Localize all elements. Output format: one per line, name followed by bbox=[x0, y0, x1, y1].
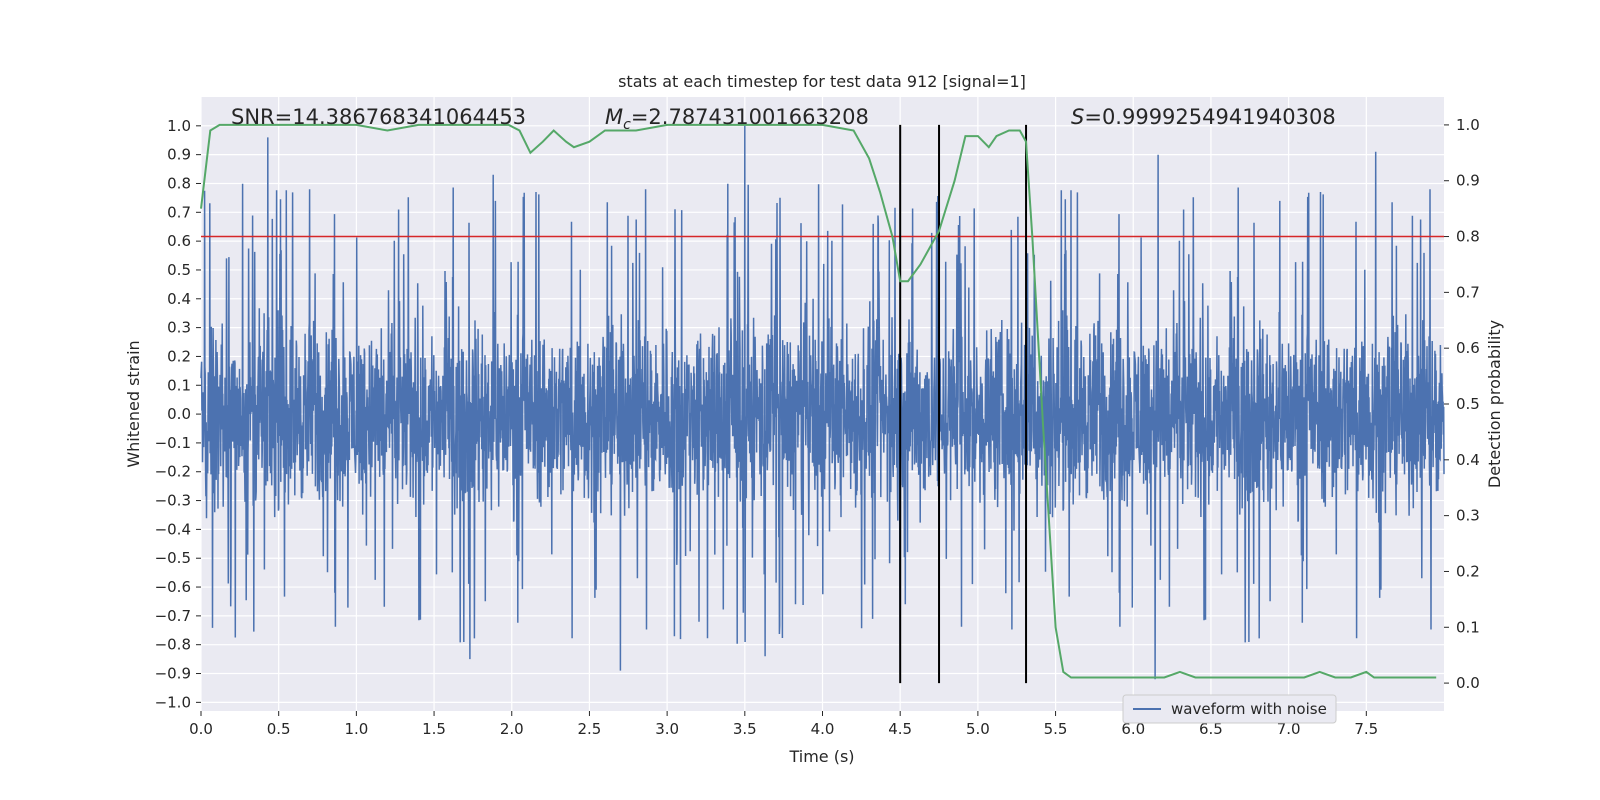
s-symbol: S bbox=[1071, 105, 1084, 129]
y-tick-label: 0.3 bbox=[167, 319, 191, 337]
y-tick-label: −0.5 bbox=[155, 549, 191, 567]
x-axis-label: Time (s) bbox=[788, 747, 854, 766]
y-tick-label: 0.6 bbox=[167, 232, 191, 250]
legend-label: waveform with noise bbox=[1171, 700, 1327, 718]
y-tick-label: 0.5 bbox=[167, 261, 191, 279]
y-right-tick-label: 0.0 bbox=[1456, 674, 1480, 692]
legend-box bbox=[1122, 694, 1337, 724]
x-tick-label: 4.5 bbox=[888, 720, 912, 738]
chirp-mass-value: =2.787431001663208 bbox=[631, 105, 869, 129]
x-tick-label: 2.5 bbox=[578, 720, 602, 738]
s-value: =0.9999254941940308 bbox=[1084, 105, 1335, 129]
y-right-tick-label: 1.0 bbox=[1456, 116, 1480, 134]
y-right-tick-label: 0.5 bbox=[1456, 395, 1480, 413]
x-tick-label: 3.5 bbox=[733, 720, 757, 738]
y-right-tick-label: 0.9 bbox=[1456, 172, 1480, 190]
y-right-tick-label: 0.8 bbox=[1456, 228, 1480, 246]
x-tick-label: 2.0 bbox=[500, 720, 524, 738]
waveform-line bbox=[200, 125, 1445, 680]
x-tick-label: 1.5 bbox=[422, 720, 446, 738]
x-tick-label: 4.0 bbox=[811, 720, 835, 738]
chart-title: stats at each timestep for test data 912… bbox=[618, 72, 1026, 91]
y-tick-label: −0.7 bbox=[155, 607, 191, 625]
x-tick-label: 0.0 bbox=[189, 720, 213, 738]
y-tick-label: 0.7 bbox=[167, 203, 191, 221]
y-axis-left: −1.0 −0.9 −0.8 −0.7 −0.6 −0.5 −0.4 −0.3 −0.2 −0.1… bbox=[155, 117, 201, 711]
y-tick-label: −0.8 bbox=[155, 636, 191, 654]
x-tick-label: 0.5 bbox=[267, 720, 291, 738]
y-tick-label: 0.1 bbox=[167, 376, 191, 394]
x-axis: 0.0 0.5 1.0 1.5 2.0 2.5 3.0 3.5 4.0 4.5 5.0 5.5 6.0 6… bbox=[189, 711, 1378, 738]
x-tick-label: 7.0 bbox=[1277, 720, 1301, 738]
y-tick-label: −0.9 bbox=[155, 665, 191, 683]
x-tick-label: 6.0 bbox=[1121, 720, 1145, 738]
y-tick-label: −0.6 bbox=[155, 578, 191, 596]
chirp-mass-symbol: M bbox=[605, 105, 623, 129]
y-tick-label: 1.0 bbox=[167, 117, 191, 135]
y-tick-label: −1.0 bbox=[155, 693, 191, 711]
x-tick-label: 3.0 bbox=[655, 720, 679, 738]
x-tick-label: 6.5 bbox=[1199, 720, 1223, 738]
y-right-tick-label: 0.2 bbox=[1456, 562, 1480, 580]
overlay-layer bbox=[200, 123, 1444, 684]
x-tick-label: 5.5 bbox=[1044, 720, 1068, 738]
snr-annotation: SNR=14.386768341064453 bbox=[231, 105, 526, 129]
y-right-tick-label: 0.3 bbox=[1456, 507, 1480, 525]
y-tick-label: −0.1 bbox=[155, 434, 191, 452]
x-tick-label: 7.5 bbox=[1354, 720, 1378, 738]
y-tick-label: 0.0 bbox=[167, 405, 191, 423]
x-tick-label: 5.0 bbox=[966, 720, 990, 738]
y-tick-label: −0.3 bbox=[155, 492, 191, 510]
y-right-tick-label: 0.4 bbox=[1456, 451, 1480, 469]
chirp-mass-subscript: c bbox=[623, 117, 631, 133]
s-annotation: S=0.9999254941940308 bbox=[1071, 105, 1336, 129]
y-tick-label: 0.8 bbox=[167, 174, 191, 192]
y-axis-right-label: Detection probability bbox=[1485, 320, 1504, 488]
y-right-tick-label: 0.1 bbox=[1456, 618, 1480, 636]
y-tick-label: −0.2 bbox=[155, 463, 191, 481]
detection-probability-line bbox=[200, 123, 1437, 679]
y-tick-label: 0.4 bbox=[167, 290, 191, 308]
x-tick-label: 1.0 bbox=[344, 720, 368, 738]
y-axis-label: Whitened strain bbox=[124, 340, 143, 467]
y-tick-label: 0.2 bbox=[167, 347, 191, 365]
y-axis-right: 0.0 0.1 0.2 0.3 0.4 0.5 0.6 0.7 0.8 0.9 1.0 bbox=[1444, 116, 1480, 692]
chirp-mass-annotation: Mc=2.787431001663208 bbox=[605, 105, 869, 133]
y-right-tick-label: 0.7 bbox=[1456, 283, 1480, 301]
y-tick-label: −0.4 bbox=[155, 520, 191, 538]
waveform-series bbox=[200, 125, 1445, 680]
y-right-tick-label: 0.6 bbox=[1456, 339, 1480, 357]
y-tick-label: 0.9 bbox=[167, 146, 191, 164]
legend: waveform with noise bbox=[1122, 694, 1337, 724]
